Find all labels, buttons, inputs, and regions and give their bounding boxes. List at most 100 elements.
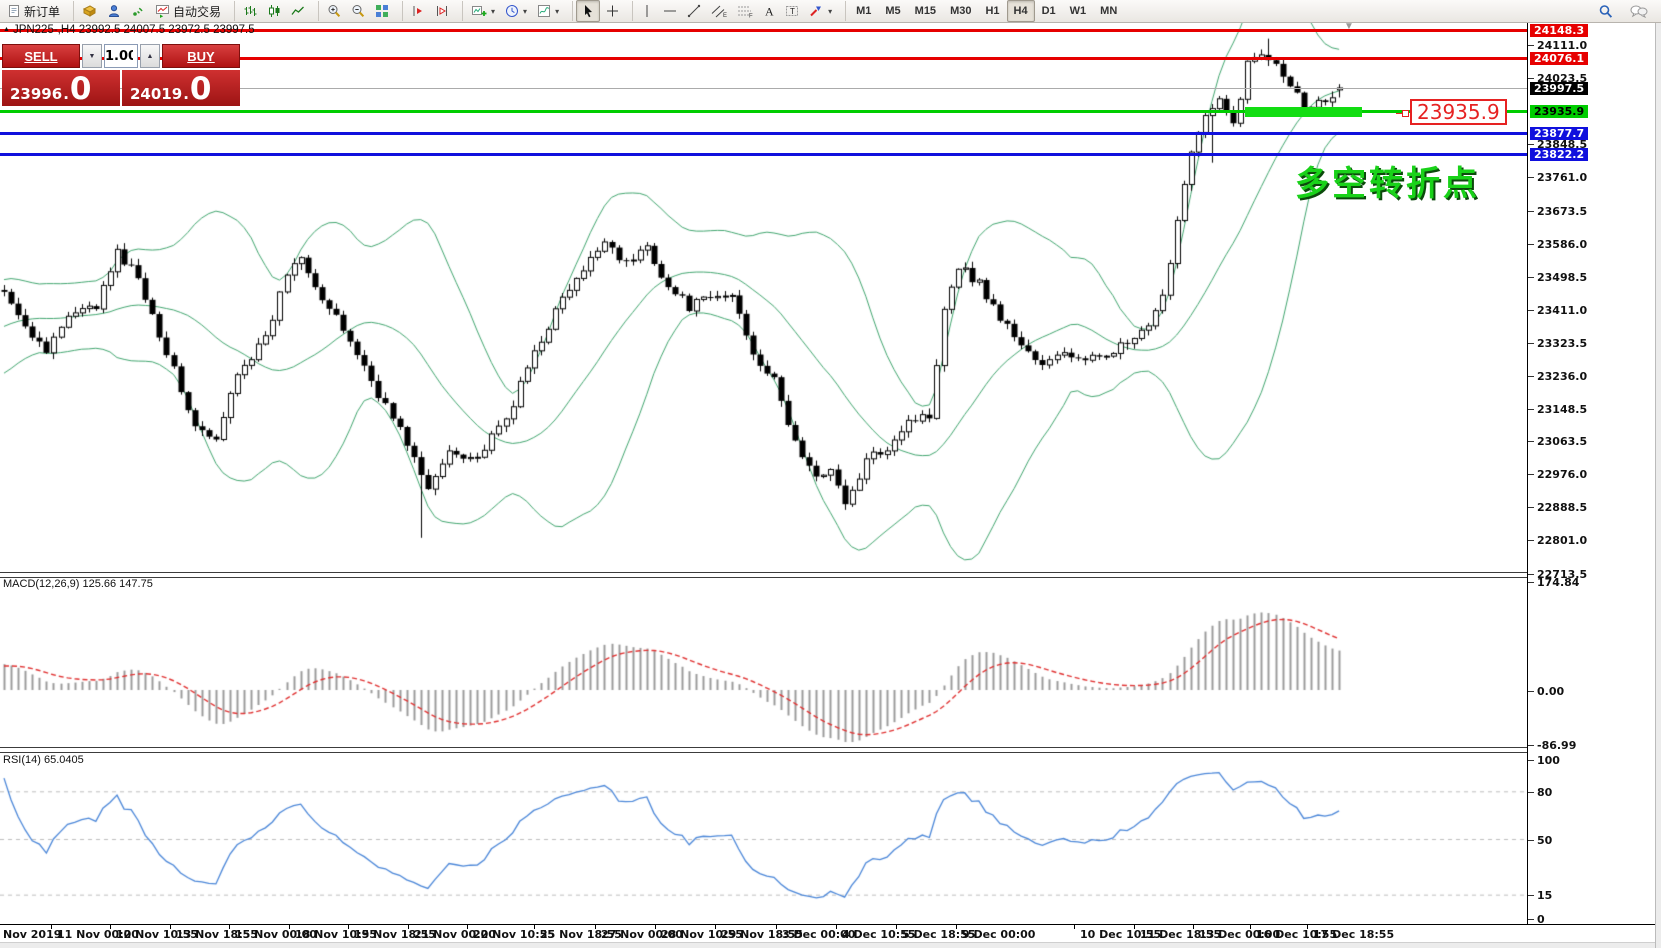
time-tick-label: 13 Dec 00:00: [1199, 928, 1281, 941]
time-tick-mark: [408, 925, 409, 929]
title-marker-icon: ▲: [3, 26, 10, 33]
timeframe-d1-button[interactable]: D1: [1041, 5, 1056, 17]
time-tick-mark: [467, 925, 468, 929]
macd-canvas[interactable]: [0, 576, 1527, 747]
axis-tick-mark: [1528, 310, 1534, 311]
annotation-text[interactable]: 多空转折点: [1295, 165, 1480, 203]
hline-icon: [663, 4, 677, 18]
auto-icon: [155, 4, 170, 18]
timeframe-h4-button[interactable]: H4: [1006, 0, 1035, 22]
trendline-tool[interactable]: [682, 0, 706, 22]
timeframe-m1-button[interactable]: M1: [856, 5, 872, 17]
vertical-line-tool[interactable]: [636, 0, 658, 22]
level-line-24148.3[interactable]: [0, 29, 1527, 32]
candlestick-chart-button[interactable]: [262, 0, 286, 22]
timeframe-w1-button[interactable]: W1: [1069, 5, 1087, 17]
window-right-edge: [1655, 22, 1661, 948]
time-axis[interactable]: Nov 2019 11 Nov 00:00 12 Nov 10:55 13 Nov 1…: [0, 924, 1661, 948]
price-tick-label: 23761.0: [1537, 171, 1588, 184]
labelT-icon: T: [785, 4, 799, 18]
level-line-23997.5[interactable]: [0, 88, 1527, 89]
price-tick-label: 22888.5: [1537, 501, 1588, 514]
svg-text:F: F: [749, 14, 753, 19]
price-axis[interactable]: 24148.3 24076.1 23997.5 23935.9 23877.7 23822…: [1527, 22, 1661, 948]
level-line-23822.2[interactable]: [0, 153, 1527, 156]
line-chart-button[interactable]: [286, 0, 310, 22]
arrows-tool[interactable]: ▾: [804, 0, 837, 22]
clock-icon: [505, 4, 519, 18]
time-tick-label: 3 Dec 00:00: [782, 928, 856, 941]
horizontal-line-tool[interactable]: [658, 0, 682, 22]
support-zone-band[interactable]: [1245, 107, 1362, 117]
buy-quote-pips: 0: [189, 71, 212, 107]
price-tick-label: 22713.5: [1537, 568, 1588, 581]
sell-quote-display[interactable]: 23996 . 0: [2, 70, 120, 106]
indicators-button[interactable]: ▾: [532, 0, 564, 22]
new-chart-button[interactable]: ▾: [466, 0, 500, 22]
axis-tick-mark: [1528, 45, 1534, 46]
time-tick-label: 17 Dec 18:55: [1313, 928, 1395, 941]
time-tick-label: 11 Dec 18:55: [1140, 928, 1222, 941]
axis-tick-mark: [1528, 409, 1534, 410]
chat-button[interactable]: [1625, 0, 1653, 22]
buy-button[interactable]: BUY: [162, 44, 240, 68]
main-toolbar: 新订单 自动交易 ▾ ▾ ▾ E F A T ▾ M1 M5 M15 M30 H1 H4 D1 W1 MN: [0, 0, 1661, 23]
time-tick-mark: [1134, 925, 1135, 929]
sell-button[interactable]: SELL: [2, 44, 80, 68]
time-tick-label: 29 Nov 18:55: [721, 928, 803, 941]
volume-decrease-button[interactable]: ▼: [82, 44, 102, 68]
macd-tick-label: 174.84: [1537, 576, 1580, 589]
timeframe-m5-button[interactable]: M5: [885, 5, 901, 17]
rsi-canvas[interactable]: [0, 751, 1527, 923]
fibonacci-tool[interactable]: F: [732, 0, 758, 22]
axis-tick-mark: [1528, 792, 1534, 793]
signal-icon: [131, 4, 145, 18]
autotrading-button[interactable]: 自动交易: [150, 0, 226, 22]
price-tick-label: 24023.5: [1537, 72, 1588, 85]
buy-quote-display[interactable]: 24019 . 0: [122, 70, 240, 106]
time-tick-mark: [776, 925, 777, 929]
chart-shift-button[interactable]: [430, 0, 454, 22]
bar-chart-button[interactable]: [238, 0, 262, 22]
cursor-tool-button[interactable]: [576, 0, 601, 22]
macd-panel-separator[interactable]: [0, 572, 1661, 578]
macd-label: MACD(12,26,9) 125.66 147.75: [3, 578, 153, 590]
zoom-out-button[interactable]: [346, 0, 370, 22]
timeframe-h1-button[interactable]: H1: [985, 5, 1000, 17]
crosshair-tool-button[interactable]: [600, 0, 624, 22]
auto-scroll-button[interactable]: [406, 0, 430, 22]
rsi-panel-separator[interactable]: [0, 747, 1661, 753]
price-tick-label: 23586.0: [1537, 238, 1588, 251]
level-line-24076.1[interactable]: [0, 57, 1527, 60]
time-tick-mark: [289, 925, 290, 929]
new-order-button[interactable]: 新订单: [2, 0, 65, 22]
rsi-tick-label: 50: [1537, 834, 1553, 847]
zoom-in-button[interactable]: [322, 0, 346, 22]
profiles-button[interactable]: ▾: [500, 0, 532, 22]
deposit-button[interactable]: [77, 0, 102, 22]
support-button[interactable]: [102, 0, 126, 22]
axis-tick-mark: [1528, 760, 1534, 761]
volume-input[interactable]: [104, 44, 138, 68]
timeframe-mn-button[interactable]: MN: [1100, 5, 1118, 17]
volume-increase-button[interactable]: ▲: [140, 44, 160, 68]
tile-windows-button[interactable]: [370, 0, 394, 22]
macd-tick-label: 0.00: [1537, 685, 1565, 698]
time-tick-mark: [348, 925, 349, 929]
chat-icon: [1630, 4, 1648, 19]
time-tick-label: 4 Dec 10:55: [842, 928, 916, 941]
timeframe-m30-button[interactable]: M30: [950, 5, 972, 17]
support-level-tag[interactable]: 23935.9: [1396, 99, 1507, 125]
signals-button[interactable]: [126, 0, 150, 22]
time-tick-label: 22 Nov 10:55: [473, 928, 555, 941]
timeframe-m15-button[interactable]: M15: [914, 5, 937, 17]
label-tool[interactable]: T: [780, 0, 804, 22]
equidistant-channel-tool[interactable]: E: [706, 0, 732, 22]
level-line-23877.7[interactable]: [0, 132, 1527, 135]
price-tick-label: 23848.5: [1537, 138, 1588, 151]
axis-tick-mark: [1528, 691, 1534, 692]
text-tool[interactable]: A: [758, 0, 780, 22]
time-tick-mark: [1074, 925, 1075, 929]
search-button[interactable]: [1593, 0, 1619, 22]
level-line-23935.9[interactable]: [0, 110, 1527, 113]
